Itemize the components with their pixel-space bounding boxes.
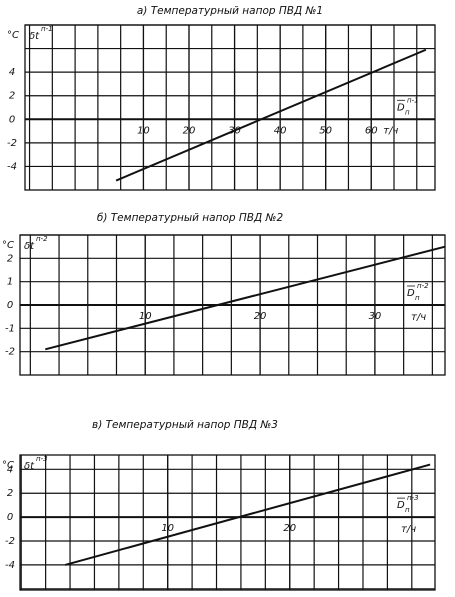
x-tick-label: 50: [319, 125, 332, 136]
plot-frame: [19, 454, 436, 591]
y-label-sup: п-2: [36, 235, 48, 243]
y-label: δt: [24, 461, 35, 472]
y-tick-label: 2: [7, 253, 13, 264]
data-line: [64, 463, 431, 566]
y-unit: °C: [7, 30, 19, 41]
y-label-sup: п-1: [41, 25, 53, 33]
y-tick-label: 1: [7, 277, 13, 288]
data-line: [45, 245, 446, 351]
y-tick-label: -1: [5, 323, 15, 334]
y-tick-label: -2: [5, 347, 15, 358]
y-tick-label: 0: [7, 300, 13, 311]
chart-title: а) Температурный напор ПВД №1: [137, 5, 323, 17]
y-unit: °C: [2, 240, 14, 251]
x-label: D: [407, 288, 415, 299]
x-label-sub: п: [405, 506, 410, 514]
x-unit: т/ч: [383, 125, 398, 136]
y-tick-label: 0: [9, 114, 15, 125]
y-unit: °C: [2, 460, 14, 471]
y-tick-label: -2: [7, 138, 17, 149]
x-label: D: [397, 102, 405, 113]
x-tick-label: 40: [274, 125, 287, 136]
chart-title: б) Температурный напор ПВД №2: [97, 212, 284, 224]
plot-frame: [24, 24, 436, 191]
chart-title: в) Температурный напор ПВД №3: [92, 419, 278, 431]
x-tick-label: 10: [137, 125, 150, 136]
data-line: [115, 48, 427, 182]
y-tick-label: 2: [7, 488, 13, 499]
y-label: δt: [29, 31, 40, 42]
x-tick-label: 10: [139, 311, 152, 322]
x-tick-label: 10: [161, 523, 174, 534]
x-tick-label: 20: [283, 523, 296, 534]
y-tick-label: -2: [5, 536, 15, 547]
x-label-sub: п: [405, 108, 410, 116]
x-unit: т/ч: [411, 312, 426, 323]
y-tick-label: -4: [7, 161, 17, 172]
y-tick-label: 4: [7, 464, 13, 475]
y-tick-label: -4: [5, 560, 15, 571]
x-label: D: [397, 500, 405, 511]
x-label-sup: п-1: [407, 96, 419, 104]
y-label: δt: [24, 241, 35, 252]
x-tick-label: 20: [183, 125, 196, 136]
x-tick-label: 20: [254, 311, 267, 322]
y-tick-label: 2: [9, 91, 15, 102]
x-tick-label: 60: [365, 125, 378, 136]
x-label-sub: п: [415, 294, 420, 302]
x-label-sup: п-2: [417, 282, 429, 290]
y-label-sup: п-3: [36, 455, 48, 463]
x-label-sup: п-3: [407, 494, 419, 502]
x-tick-label: 30: [369, 311, 382, 322]
y-tick-label: 0: [7, 512, 13, 523]
y-tick-label: 4: [9, 67, 15, 78]
x-unit: т/ч: [401, 524, 416, 535]
